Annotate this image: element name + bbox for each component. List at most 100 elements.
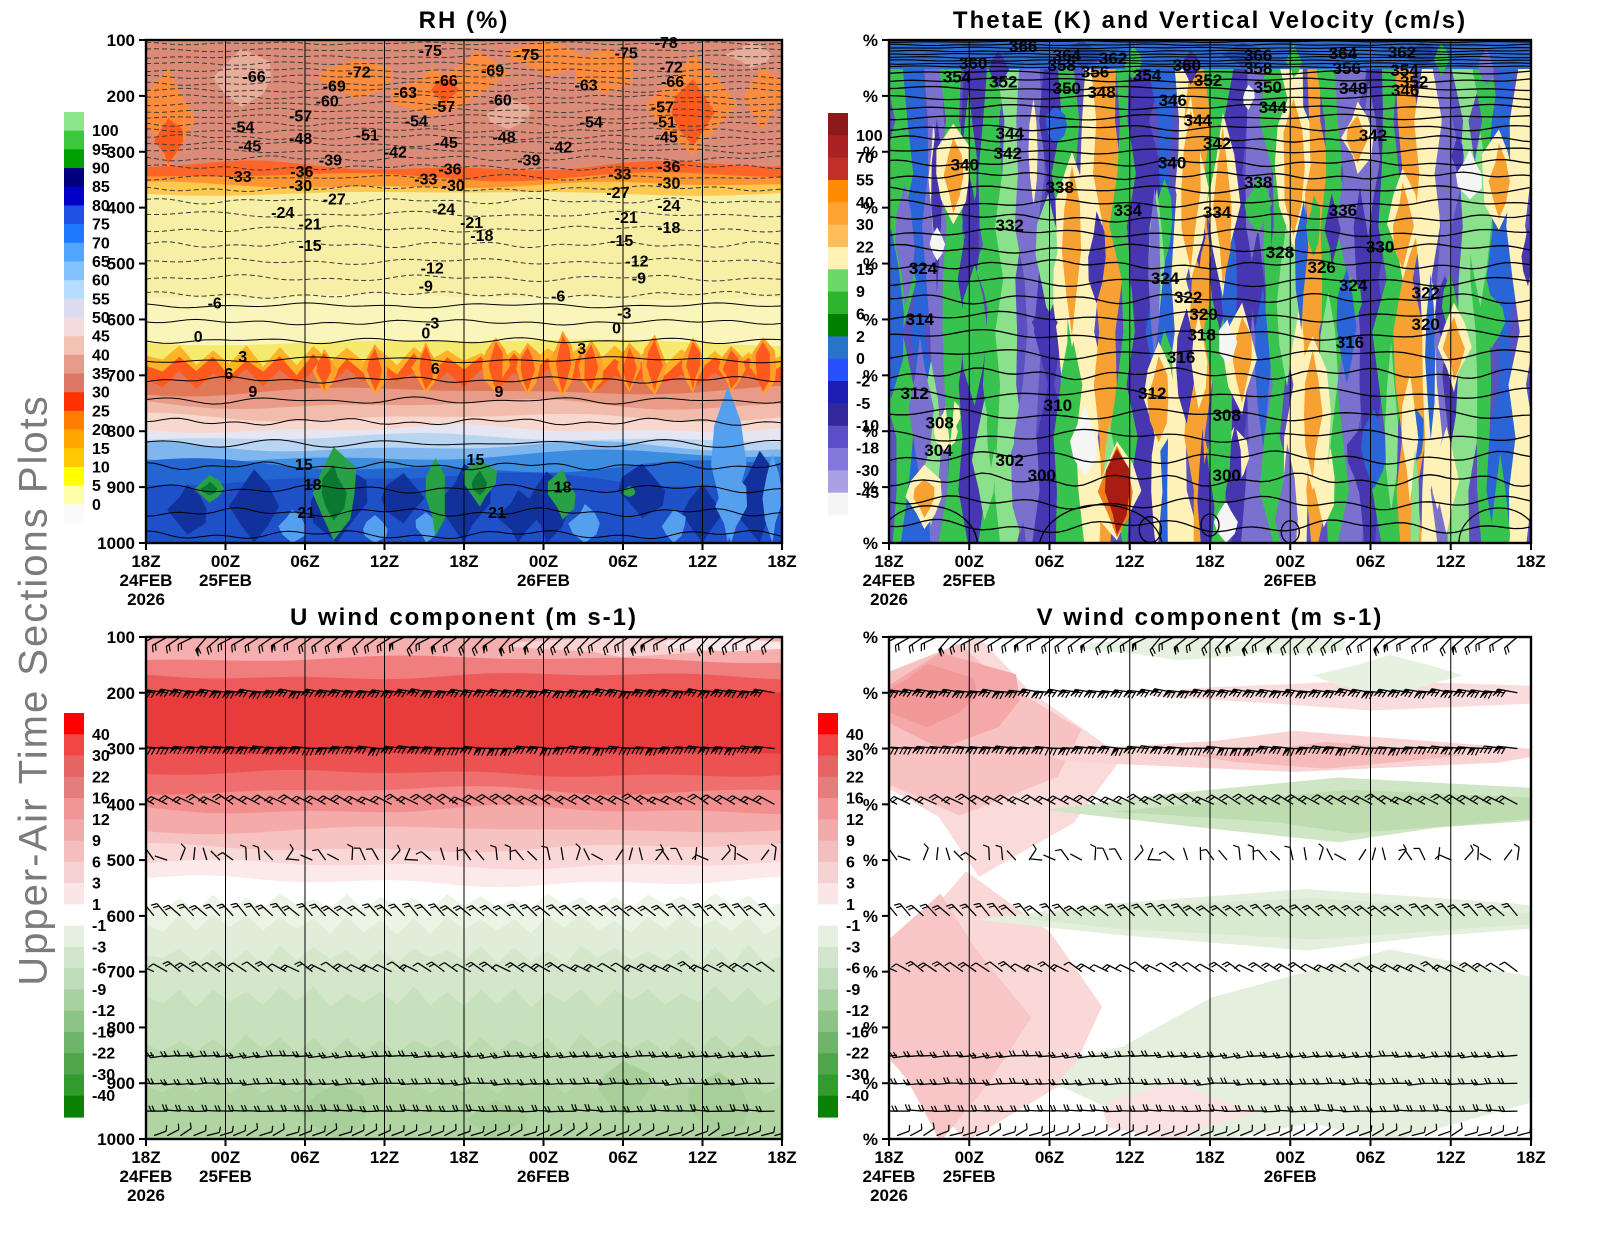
contour-label: 312 xyxy=(1138,384,1166,403)
colorbar-label: 1 xyxy=(846,897,855,914)
contour-label: -21 xyxy=(615,210,638,227)
x-tick-label: 12Z xyxy=(1436,1148,1465,1167)
colorbar-label: 3 xyxy=(846,876,855,893)
y-tick-label: 800 xyxy=(107,422,135,441)
colorbar-label: 6 xyxy=(92,854,101,871)
y-tick-label: % xyxy=(863,963,878,982)
contour-label: -48 xyxy=(289,131,312,148)
x-tick-label: 12Z xyxy=(688,1148,717,1167)
panel-u-shading xyxy=(146,637,782,1139)
y-axis-panel-1: %%%%%%%%%% xyxy=(863,31,889,553)
contour-label: -54 xyxy=(231,120,254,137)
colorbar-label: -16 xyxy=(846,1024,869,1041)
contour-label: -30 xyxy=(657,175,680,192)
y-tick-label: % xyxy=(863,851,878,870)
contour-label: -57 xyxy=(432,99,455,116)
x-date-label: 24FEB xyxy=(120,571,173,590)
colorbar-label: 20 xyxy=(92,422,110,439)
y-tick-label: 200 xyxy=(107,87,135,106)
y-tick-label: 700 xyxy=(107,963,135,982)
y-tick-label: % xyxy=(863,1018,878,1037)
colorbar-label: 30 xyxy=(92,385,110,402)
colorbar-label: 90 xyxy=(92,161,110,178)
y-tick-label: 300 xyxy=(107,740,135,759)
contour-label: -51 xyxy=(653,114,676,131)
y-tick-label: 300 xyxy=(107,143,135,162)
y-tick-label: 700 xyxy=(107,366,135,385)
x-tick-label: 18Z xyxy=(449,552,478,571)
y-tick-label: 1000 xyxy=(97,534,135,553)
x-tick-label: 18Z xyxy=(1195,1148,1224,1167)
contour-label: 308 xyxy=(926,413,954,432)
x-date-label: 26FEB xyxy=(517,1167,570,1186)
panel-title-u: U wind component (m s-1) xyxy=(290,604,638,631)
x-tick-label: 12Z xyxy=(370,1148,399,1167)
colorbar-label: 6 xyxy=(856,307,865,324)
y-tick-label: % xyxy=(863,31,878,50)
contour-label: -63 xyxy=(394,85,417,102)
contour-label: -15 xyxy=(299,238,322,255)
contour-label: -42 xyxy=(549,140,572,157)
colorbar-label: 16 xyxy=(846,791,864,808)
contour-label: -57 xyxy=(289,108,312,125)
colorbar-rh: 1009590858075706560555045403530252015105… xyxy=(64,112,119,524)
contour-label: 300 xyxy=(1213,466,1241,485)
contour-label: -6 xyxy=(208,296,222,313)
x-tick-label: 18Z xyxy=(1516,1148,1545,1167)
contour-label: 356 xyxy=(1333,59,1361,78)
colorbar-label: 16 xyxy=(92,791,110,808)
y-tick-label: 100 xyxy=(107,628,135,647)
contour-label: -27 xyxy=(606,185,629,202)
colorbar-label: -6 xyxy=(846,961,860,978)
panel-rh: -75 -75 -75-78-72 -72-69-69-66 -66 -66-63 -63-… xyxy=(64,7,797,609)
contour-label: -75 xyxy=(615,46,638,63)
colorbar-label: 40 xyxy=(856,195,874,212)
colorbar-label: 22 xyxy=(856,240,874,257)
x-tick-label: 18Z xyxy=(874,1148,903,1167)
colorbar-label: 40 xyxy=(92,347,110,364)
contour-label: 6 xyxy=(431,361,440,378)
x-tick-label: 06Z xyxy=(290,552,319,571)
x-tick-label: 00Z xyxy=(211,552,240,571)
panel-rh-shading xyxy=(146,40,782,543)
y-tick-label: % xyxy=(863,534,878,553)
x-year-label: 2026 xyxy=(127,590,165,609)
contour-label: -72 xyxy=(347,65,370,82)
contour-label: -69 xyxy=(481,63,504,80)
contour-label: 346 xyxy=(1159,91,1187,110)
y-axis-panel-2: 100 200 300 400 500 600 700 800 900 1000 xyxy=(97,628,146,1149)
colorbar-label: 85 xyxy=(92,179,110,196)
contour-label: 358 xyxy=(1244,59,1272,78)
contour-label: 9 xyxy=(248,384,257,401)
colorbar-label: 22 xyxy=(92,769,110,786)
contour-label: 316 xyxy=(1336,333,1364,352)
contour-label: 328 xyxy=(1266,243,1294,262)
contour-label: 18 xyxy=(304,477,322,494)
colorbar-label: 15 xyxy=(92,441,110,458)
y-tick-label: 200 xyxy=(107,684,135,703)
contour-label: 344 xyxy=(996,124,1025,143)
contour-label: 342 xyxy=(994,144,1022,163)
contour-label: -30 xyxy=(289,178,312,195)
y-tick-label: % xyxy=(863,87,878,106)
colorbar-label: -45 xyxy=(856,485,879,502)
contour-label: 326 xyxy=(1308,258,1336,277)
x-tick-label: 06Z xyxy=(1035,1148,1064,1167)
contour-label: 334 xyxy=(1203,203,1232,222)
contour-label: 324 xyxy=(909,259,938,278)
panel-thetae-shading xyxy=(889,40,1531,543)
contour-label: 362 xyxy=(1388,43,1416,62)
colorbar-label: 9 xyxy=(92,833,101,850)
panel-rh-contour-labels: -75 -75 -75-78-72 -72-69-69-66 -66 -66-63 -63-… xyxy=(194,35,685,522)
contour-label: 304 xyxy=(924,441,953,460)
x-tick-label: 06Z xyxy=(608,552,637,571)
contour-label: -69 xyxy=(323,78,346,95)
contour-label: -30 xyxy=(442,178,465,195)
contour-label: 3 xyxy=(238,349,247,366)
contour-label: 6 xyxy=(224,366,233,383)
colorbar-label: -9 xyxy=(92,982,106,999)
x-date-label: 25FEB xyxy=(943,1167,996,1186)
contour-label: -24 xyxy=(271,205,294,222)
